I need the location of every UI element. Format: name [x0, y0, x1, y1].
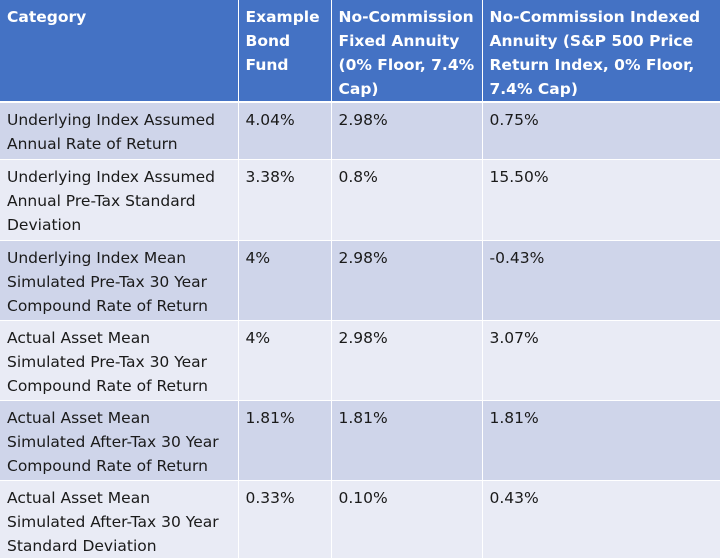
indexed-annuity-cell: 0.43% [482, 480, 720, 558]
indexed-annuity-cell: 3.07% [482, 320, 720, 401]
bond-fund-cell: 0.33% [238, 480, 332, 558]
category-cell: Actual Asset Mean Simulated After-Tax 30… [0, 400, 239, 481]
indexed-annuity-cell: 0.75% [482, 102, 720, 160]
table-header: Category Example Bond Fund No-Commission… [0, 0, 720, 103]
category-cell: Underlying Index Assumed Annual Rate of … [0, 102, 239, 160]
indexed-annuity-cell: -0.43% [482, 240, 720, 321]
category-cell: Actual Asset Mean Simulated After-Tax 30… [0, 480, 239, 558]
fixed-annuity-cell: 0.8% [331, 159, 483, 241]
column-header-fixed-annuity: No-Commission Fixed Annuity (0% Floor, 7… [331, 0, 483, 103]
indexed-annuity-cell: 1.81% [482, 400, 720, 481]
column-header-indexed-annuity: No-Commission Indexed Annuity (S&P 500 P… [482, 0, 720, 103]
fixed-annuity-cell: 2.98% [331, 320, 483, 401]
column-header-category: Category [0, 0, 239, 103]
category-cell: Underlying Index Mean Simulated Pre-Tax … [0, 240, 239, 321]
table-row: Actual Asset Mean Simulated After-Tax 30… [0, 400, 720, 481]
bond-fund-cell: 4% [238, 240, 332, 321]
header-row: Category Example Bond Fund No-Commission… [0, 0, 720, 103]
bond-fund-cell: 3.38% [238, 159, 332, 241]
table-row: Underlying Index Mean Simulated Pre-Tax … [0, 240, 720, 321]
table-row: Underlying Index Assumed Annual Rate of … [0, 102, 720, 160]
category-cell: Actual Asset Mean Simulated Pre-Tax 30 Y… [0, 320, 239, 401]
fixed-annuity-cell: 2.98% [331, 240, 483, 321]
column-header-bond-fund: Example Bond Fund [238, 0, 332, 103]
table-row: Actual Asset Mean Simulated Pre-Tax 30 Y… [0, 320, 720, 401]
fixed-annuity-cell: 0.10% [331, 480, 483, 558]
table-body: Underlying Index Assumed Annual Rate of … [0, 102, 720, 558]
fixed-annuity-cell: 2.98% [331, 102, 483, 160]
indexed-annuity-cell: 15.50% [482, 159, 720, 241]
table-row: Underlying Index Assumed Annual Pre-Tax … [0, 159, 720, 241]
fixed-annuity-cell: 1.81% [331, 400, 483, 481]
table-row: Actual Asset Mean Simulated After-Tax 30… [0, 480, 720, 558]
bond-fund-cell: 1.81% [238, 400, 332, 481]
category-cell: Underlying Index Assumed Annual Pre-Tax … [0, 159, 239, 241]
bond-fund-cell: 4.04% [238, 102, 332, 160]
bond-fund-cell: 4% [238, 320, 332, 401]
